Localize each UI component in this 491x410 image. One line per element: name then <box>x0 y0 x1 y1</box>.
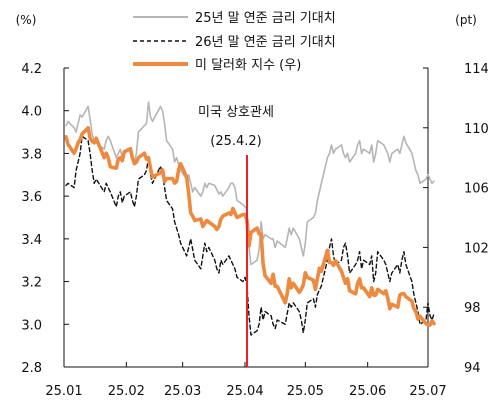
axes: 4.2 4.0 3.8 3.6 3.4 3.2 3.0 2.8 114 110 106 102 98 94… <box>21 62 489 399</box>
legend: 25년 말 연준 금리 기대치 26년 말 연준 금리 기대치 미 달러화 지수… <box>133 11 336 73</box>
legend-label-dxy: 미 달러화 지수 (우) <box>195 58 301 73</box>
right-tick-label: 106 <box>464 182 489 197</box>
series-layer <box>64 101 436 367</box>
legend-label-fed-2025: 25년 말 연준 금리 기대치 <box>195 11 336 26</box>
legend-item-fed-2025: 25년 말 연준 금리 기대치 <box>133 11 336 26</box>
legend-label-fed-2026: 26년 말 연준 금리 기대치 <box>195 35 336 50</box>
left-tick-label: 3.2 <box>21 276 42 291</box>
x-tick-label: 25.03 <box>164 384 201 399</box>
left-axis-unit: (%) <box>16 13 37 27</box>
right-tick-label: 114 <box>464 62 489 77</box>
x-tick-label: 25.06 <box>349 384 386 399</box>
series-line-2 <box>64 126 436 327</box>
left-tick-label: 4.0 <box>21 105 42 120</box>
right-tick-label: 98 <box>464 301 481 316</box>
annotation-title: 미국 상호관세 <box>198 105 274 120</box>
left-tick-label: 3.8 <box>21 147 42 162</box>
right-axis-unit: (pt) <box>455 13 477 27</box>
x-tick-label: 25.02 <box>108 384 145 399</box>
left-tick-label: 3.4 <box>21 233 42 248</box>
annotation: 미국 상호관세 (25.4.2) <box>198 105 274 149</box>
annotation-date: (25.4.2) <box>210 134 262 149</box>
right-tick-label: 94 <box>464 361 481 376</box>
series-line-1 <box>65 135 435 336</box>
legend-item-fed-2026: 26년 말 연준 금리 기대치 <box>133 35 336 50</box>
x-tick-label: 25.04 <box>226 384 263 399</box>
right-tick-label: 102 <box>464 241 489 256</box>
left-tick-label: 4.2 <box>21 62 42 77</box>
left-tick-label: 3.0 <box>21 318 42 333</box>
x-tick-label: 25.07 <box>409 384 446 399</box>
left-tick-label: 2.8 <box>21 361 42 376</box>
x-tick-label: 25.05 <box>287 384 324 399</box>
legend-item-dxy: 미 달러화 지수 (우) <box>133 58 301 73</box>
x-tick-label: 25.01 <box>45 384 82 399</box>
right-tick-label: 110 <box>464 122 489 137</box>
left-tick-label: 3.6 <box>21 190 42 205</box>
